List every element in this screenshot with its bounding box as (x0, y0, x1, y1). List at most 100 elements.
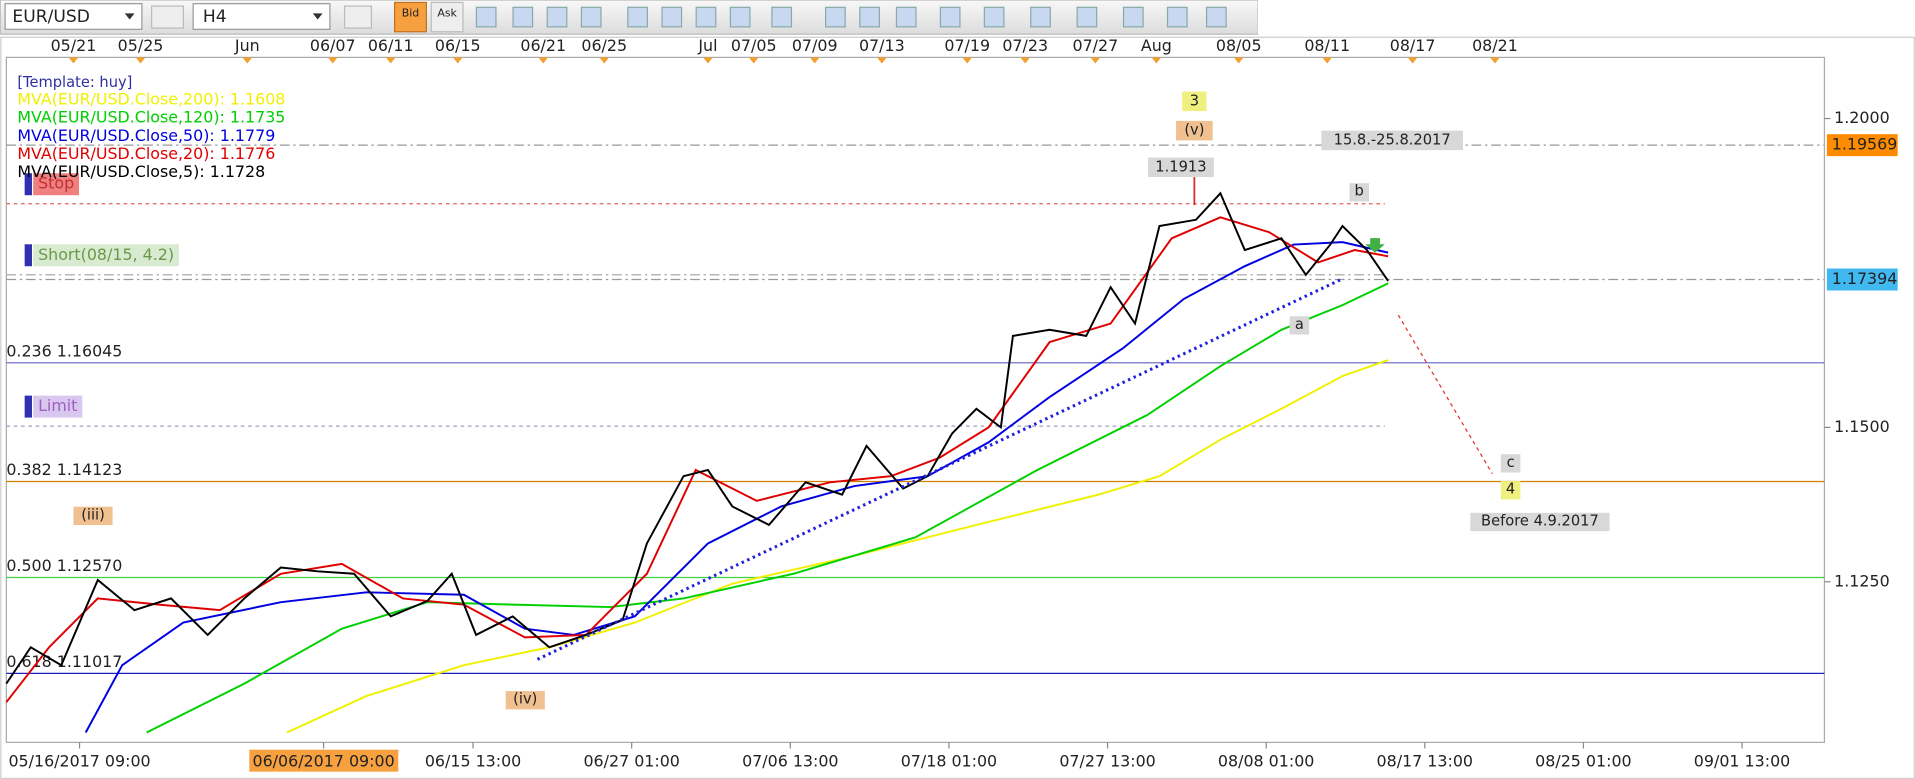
x-tick-label: 07/18 01:00 (901, 751, 997, 770)
order-marker (24, 244, 32, 267)
order-box (33, 244, 179, 267)
top-tick-label: Aug (1141, 36, 1172, 55)
symbol-select[interactable] (4, 3, 143, 30)
icon[interactable] (895, 6, 917, 28)
top-tick (809, 57, 820, 64)
icon-button[interactable] (151, 5, 184, 29)
icon[interactable] (512, 6, 534, 28)
top-tick-label: Jul (697, 36, 717, 55)
x-tick-label: 08/08 01:00 (1218, 751, 1314, 770)
x-tick-label: 06/15 13:00 (425, 751, 521, 770)
top-tick-label: Jun (234, 36, 260, 55)
top-tick-label: 06/11 (368, 36, 414, 55)
ask-button[interactable] (430, 1, 464, 33)
top-tick (876, 57, 887, 64)
icon[interactable] (661, 6, 683, 28)
highlight-box (249, 749, 399, 772)
top-tick-label: 06/25 (581, 36, 627, 55)
wave-label: (v) (1184, 122, 1204, 139)
icon[interactable] (771, 6, 793, 28)
top-tick (703, 57, 713, 64)
bid-button[interactable] (394, 1, 427, 33)
top-tick-label: 08/05 (1216, 36, 1262, 55)
fib-label: 0.500 1.12570 (6, 556, 122, 575)
wave-label: 4 (1506, 481, 1515, 498)
icon[interactable] (627, 6, 648, 28)
ask-label: Ask (437, 6, 457, 19)
projection-line (1397, 314, 1493, 475)
top-tick-label: 07/23 (1002, 36, 1048, 55)
icon[interactable] (695, 6, 717, 28)
wave-label: 3 (1190, 92, 1199, 109)
y-tick-label: 1.2000 (1834, 108, 1890, 127)
icon[interactable] (1166, 6, 1188, 28)
ma-line (5, 191, 1389, 685)
wave-box (1500, 481, 1521, 500)
icon[interactable] (983, 6, 1005, 28)
date-note: 15.8.-25.8.2017 (1334, 131, 1451, 148)
wave-box (1176, 120, 1213, 141)
bid-label: Bid (402, 6, 420, 19)
icon[interactable] (1076, 6, 1098, 28)
top-tick (1490, 57, 1500, 64)
price-label: 1.17394 (1832, 269, 1898, 288)
top-tick-label: 07/13 (859, 36, 905, 55)
date-note-box (1470, 512, 1610, 532)
entry-arrow (1365, 238, 1385, 253)
wave-box (1182, 91, 1207, 112)
price-label: 1.19569 (1832, 135, 1898, 154)
icon[interactable] (1122, 6, 1144, 28)
top-tick (748, 57, 759, 64)
price-note-box (1147, 157, 1214, 178)
order-box (33, 173, 80, 196)
top-tick-label: 07/09 (792, 36, 838, 55)
wave-box (73, 506, 113, 526)
x-tick-label: 06/27 01:00 (583, 751, 679, 770)
order-label: Limit (38, 396, 77, 415)
icon-button[interactable] (343, 5, 373, 29)
icon[interactable] (825, 6, 846, 28)
ma-line (286, 359, 1389, 734)
wave-box (1289, 316, 1310, 335)
ma-line (146, 282, 1389, 734)
order-marker (24, 395, 32, 418)
symbol: EUR/USD (12, 7, 89, 27)
date-note-box (1321, 130, 1463, 151)
top-tick-label: 08/17 (1390, 36, 1436, 55)
wave-label: c (1507, 454, 1515, 471)
icon[interactable] (1030, 6, 1051, 28)
top-tick-label: 08/11 (1304, 36, 1350, 55)
wave-label: b (1355, 183, 1364, 200)
wave-box (1349, 183, 1369, 202)
top-tick (327, 57, 338, 64)
icon[interactable] (580, 6, 602, 28)
top-tick (452, 57, 463, 64)
ma-line (5, 216, 1389, 703)
icon[interactable] (475, 6, 497, 28)
legend-entry: MVA(EUR/USD.Close,20): 1.1776 (17, 144, 275, 163)
plot-content: 0.236 1.16045 0.382 1.14123 0.500 1.12570 0… (5, 144, 1825, 734)
order-label: Stop (38, 174, 74, 193)
timeframe-select[interactable] (192, 3, 331, 30)
top-tick-label: 07/19 (944, 36, 990, 55)
price-note: 1.1913 (1155, 158, 1206, 175)
icon[interactable] (729, 6, 751, 28)
date-note: Before 4.9.2017 (1481, 512, 1599, 529)
icon[interactable] (939, 6, 961, 28)
price-box (1826, 268, 1898, 291)
icon[interactable] (546, 6, 568, 28)
top-tick (385, 57, 396, 64)
x-tick-label: 05/16/2017 09:00 (8, 751, 150, 770)
legend-entry: MVA(EUR/USD.Close,50): 1.1779 (17, 126, 275, 145)
top-tick-label: 08/21 (1472, 36, 1518, 55)
fib-label: 0.236 1.16045 (6, 341, 122, 360)
wave-box (1500, 454, 1521, 473)
plot-area (5, 56, 1826, 743)
icon[interactable] (1205, 6, 1227, 28)
x-tick-label: 07/06 13:00 (742, 751, 838, 770)
dropdown-arrow (312, 13, 323, 20)
icon[interactable] (859, 6, 880, 28)
top-tick (962, 57, 973, 64)
x-tick-label: 07/27 13:00 (1059, 751, 1155, 770)
